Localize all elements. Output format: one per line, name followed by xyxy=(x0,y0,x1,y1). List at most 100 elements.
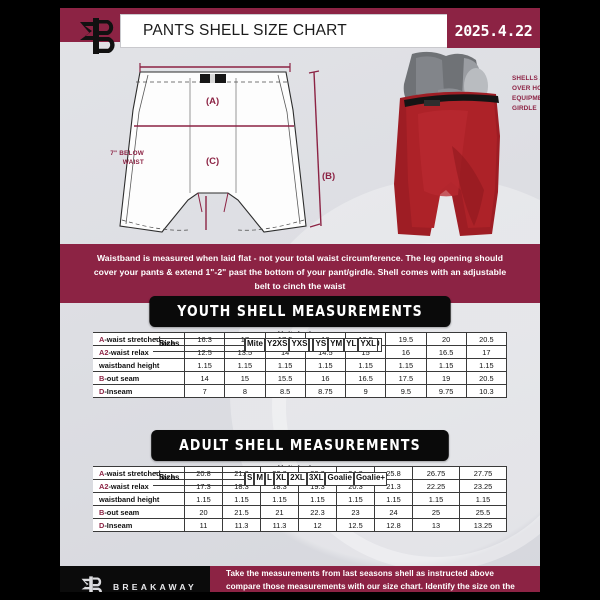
brand-b-logo-icon xyxy=(80,18,115,54)
diagram-label-b: (B) xyxy=(322,171,336,182)
table-row: B-out seam 20 21.5 21 22.3 23 24 25 25.5 xyxy=(93,505,508,520)
table-cell: 20.5 xyxy=(465,371,508,386)
row-label-key: D xyxy=(99,520,105,530)
table-cell: XL xyxy=(273,472,289,487)
table-cell: 3XL xyxy=(306,472,326,487)
row-label-key: B xyxy=(99,373,105,383)
table-cell: 20 xyxy=(184,505,223,520)
footer-b-logo-icon xyxy=(81,576,102,592)
table-cell: 18.3 xyxy=(222,479,261,494)
table-cell: 23 xyxy=(336,505,375,520)
table-cell: 17.3 xyxy=(184,479,223,494)
table-cell: 9.5 xyxy=(385,384,427,399)
table-cell: 9.75 xyxy=(425,384,467,399)
table-cell: YM xyxy=(328,338,345,353)
table-cell: 1.15 xyxy=(336,492,375,507)
table-cell: M xyxy=(254,472,266,487)
table-cell: 8.75 xyxy=(304,384,347,399)
footer: BREAKAWAY Take the measurements from las… xyxy=(60,566,540,592)
table-cell: YXS xyxy=(289,338,310,353)
table-cell: 12.8 xyxy=(374,518,413,533)
table-cell: 15.5 xyxy=(264,371,306,386)
table-row: D-Inseam 11 11.3 11.3 12 12.5 12.8 13 13.25 xyxy=(93,518,508,533)
table-cell: S xyxy=(245,472,255,487)
footer-brand-name: BREAKAWAY xyxy=(113,582,197,592)
table-cell: 15 xyxy=(224,371,266,386)
row-label: inch xyxy=(153,472,245,487)
table-cell: 22.3 xyxy=(298,505,337,520)
table-cell: L xyxy=(265,472,274,487)
table-cell: 10.3 xyxy=(465,384,508,399)
adult-table-body: Sizes4648505254565860inchSMLXL2XL3XLGoal… xyxy=(93,465,508,533)
table-row: waistband height 1.15 1.15 1.15 1.15 1.15 1.15… xyxy=(93,492,508,507)
table-cell: 1.15 xyxy=(184,492,223,507)
table-cell: 26.75 xyxy=(412,465,460,481)
adult-heading: ADULT SHELL MEASUREMENTS xyxy=(151,430,449,461)
row-label-key: A xyxy=(99,334,105,344)
table-cell: 14 xyxy=(183,371,226,386)
header-bar: PANTS SHELL SIZE CHART 2025.4.22 xyxy=(120,14,540,48)
row-label: B-out seam xyxy=(93,505,185,520)
table-cell: 8 xyxy=(224,384,266,399)
diagram-label-a: (A) xyxy=(206,96,220,107)
table-cell: 20.5 xyxy=(465,331,508,347)
row-label-key: D xyxy=(99,386,105,396)
table-row: D-Inseam 7 8 8.5 8.75 9 9.5 9.75 10.3 xyxy=(93,384,508,399)
table-cell: 8.5 xyxy=(264,384,306,399)
table-cell: 16.5 xyxy=(344,371,387,386)
youth-section-header: YOUTH SHELL MEASUREMENTS Unit: Inches xyxy=(60,296,540,339)
table-cell: 1.15 xyxy=(224,358,266,373)
photo-note: SHELLS ARE WORN OVER HOCKEY EQUIPMENT PA… xyxy=(512,75,540,112)
table-cell: 24 xyxy=(374,505,413,520)
table-row: waistband height 1.15 1.15 1.15 1.15 1.15 1.15… xyxy=(93,358,508,373)
poster-page: PANTS SHELL SIZE CHART 2025.4.22 xyxy=(60,8,540,592)
table-cell: Y2XS xyxy=(265,338,290,353)
table-cell: 23.25 xyxy=(458,479,508,494)
table-cell: 21.5 xyxy=(222,505,261,520)
youth-heading: YOUTH SHELL MEASUREMENTS xyxy=(149,296,451,327)
table-cell: 2XL xyxy=(288,472,307,487)
row-label: B-out seam xyxy=(93,371,185,386)
table-cell: YL xyxy=(344,338,359,353)
table-cell xyxy=(309,338,314,353)
table-cell: 16 xyxy=(385,345,427,360)
table-cell: 12 xyxy=(298,518,337,533)
table-cell: 1.15 xyxy=(465,358,508,373)
table-cell: 11.3 xyxy=(222,518,261,533)
youth-size-table: SizesMite80100110120140160180inchMiteY2X… xyxy=(93,331,508,399)
youth-table-body: SizesMite80100110120140160180inchMiteY2X… xyxy=(93,331,508,399)
adult-section-header: ADULT SHELL MEASUREMENTS Unit: Inches xyxy=(60,430,540,473)
table-row: inch S M L XL 2XL 3XL Goalie Goalie+ xyxy=(153,472,540,506)
table-cell: YXL xyxy=(358,338,378,353)
page-title: PANTS SHELL SIZE CHART xyxy=(120,14,447,48)
adult-size-table: Sizes4648505254565860inchSMLXL2XL3XLGoal… xyxy=(93,465,508,533)
table-cell: YS xyxy=(313,338,329,353)
table-cell: 20 xyxy=(425,331,467,347)
table-cell: Goalie+ xyxy=(353,472,388,487)
chart-date-badge: 2025.4.22 xyxy=(447,14,540,48)
row-label-key: A2 xyxy=(99,481,109,491)
table-cell: 21 xyxy=(260,505,299,520)
row-label: inch xyxy=(153,338,245,353)
table-cell: 25.5 xyxy=(458,505,508,520)
table-cell: 13 xyxy=(412,518,460,533)
row-label: D-Inseam xyxy=(93,518,185,533)
table-cell: 17.5 xyxy=(385,371,427,386)
table-cell: 12.5 xyxy=(336,518,375,533)
below-waist-note: 7" BELOW WAIST xyxy=(110,150,144,166)
row-label-key: B xyxy=(99,507,105,517)
shell-product-photo xyxy=(394,51,500,236)
row-label: D-Inseam xyxy=(93,384,185,399)
table-cell: 11.3 xyxy=(260,518,299,533)
table-cell: 19 xyxy=(425,371,467,386)
diagram-label-c: (C) xyxy=(206,156,220,167)
table-cell: 9 xyxy=(344,384,387,399)
table-row: B-out seam 14 15 15.5 16 16.5 17.5 19 20.5 xyxy=(93,371,508,386)
footer-brand: BREAKAWAY xyxy=(60,566,210,592)
row-label-key: A xyxy=(99,468,105,478)
table-cell: 25 xyxy=(412,505,460,520)
table-cell: 11 xyxy=(184,518,223,533)
measurement-instruction-banner: Waistband is measured when laid flat - n… xyxy=(60,244,540,303)
